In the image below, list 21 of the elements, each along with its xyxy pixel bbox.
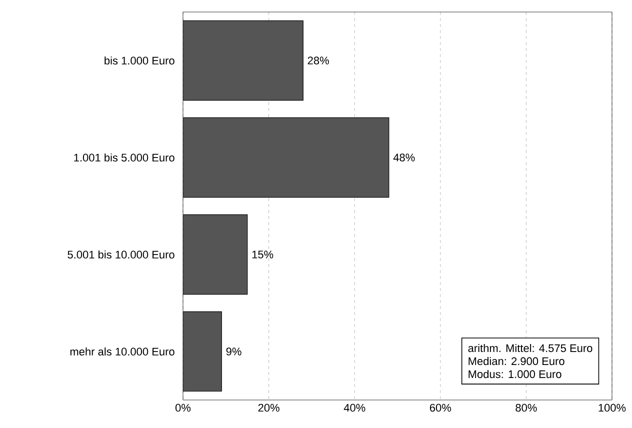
bar [183, 117, 390, 198]
x-tick-label: 80% [516, 404, 537, 412]
x-tick-label: 0% [175, 404, 191, 412]
x-tick-label: 60% [430, 404, 451, 412]
bar [183, 214, 248, 295]
x-tick-label: 40% [344, 404, 366, 412]
data-label: 48% [393, 154, 415, 162]
data-label: 15% [252, 250, 274, 258]
y-tick-label: 5.001 bis 10.000 Euro [68, 250, 174, 259]
y-tick-label: bis 1.000 Euro [104, 56, 174, 65]
data-label: 28% [308, 56, 329, 64]
data-label: 9% [226, 348, 242, 356]
y-tick-label: mehr als 10.000 Euro [70, 347, 174, 356]
annotation: arithm. Mittel: 4.575 Euro [468, 344, 592, 352]
annotation: Modus: 1.000 Euro [468, 370, 562, 378]
y-tick-label: 1.001 bis 5.000 Euro [74, 153, 174, 162]
x-tick-label: 100% [598, 404, 626, 412]
bar [183, 311, 222, 392]
annotation: Median: 2.900 Euro [468, 357, 564, 366]
bar [183, 20, 304, 101]
x-tick-label: 20% [258, 404, 280, 412]
